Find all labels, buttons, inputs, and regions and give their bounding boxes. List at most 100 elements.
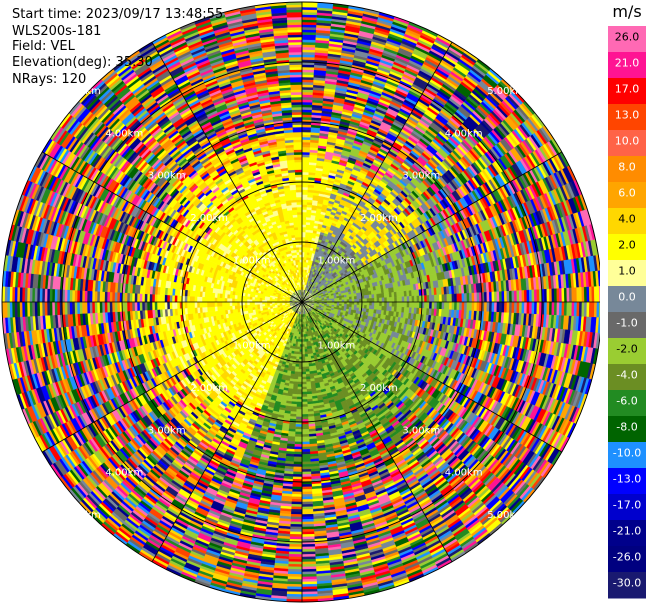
- velocity-gate-cell: [466, 301, 473, 312]
- velocity-gate-cell: [301, 1, 318, 8]
- velocity-gate-cell: [376, 297, 380, 303]
- velocity-gate-cell: [394, 296, 398, 303]
- velocity-gate-cell: [401, 296, 405, 303]
- velocity-gate-cell: [301, 129, 312, 133]
- velocity-gate-cell: [301, 156, 310, 173]
- velocity-gate-cell: [429, 301, 433, 310]
- velocity-gate-cell: [576, 287, 583, 303]
- velocity-gate-cell: [301, 136, 311, 140]
- velocity-gate-cell: [353, 296, 358, 300]
- velocity-gate-cell: [451, 293, 455, 303]
- velocity-gate-cell: [409, 301, 420, 309]
- velocity-gate-cell: [424, 295, 428, 303]
- velocity-gate-cell: [411, 289, 420, 297]
- velocity-gate-cell: [301, 174, 309, 188]
- velocity-gate-cell: [354, 298, 360, 303]
- velocity-gate-cell: [301, 126, 312, 130]
- velocity-gate-cell: [307, 191, 314, 198]
- velocity-gate-cell: [301, 189, 309, 195]
- velocity-gate-cell: [396, 296, 403, 303]
- velocity-gate-cell: [356, 301, 360, 306]
- velocity-gate-cell: [301, 146, 311, 153]
- velocity-gate-cell: [381, 305, 388, 312]
- velocity-gate-cell: [469, 292, 473, 303]
- ppi-plot: 1.00km1.00km1.00km1.00km2.00km2.00km2.00…: [1, 1, 600, 603]
- velocity-gate-cell: [301, 134, 312, 138]
- velocity-gate-cell: [444, 294, 448, 303]
- velocity-gate-cell: [466, 292, 470, 303]
- velocity-gate-cell: [301, 244, 306, 248]
- velocity-gate-cell: [354, 301, 358, 306]
- velocity-gate-cell: [439, 301, 443, 310]
- velocity-gate-cell: [451, 301, 455, 311]
- velocity-gate-cell: [391, 301, 398, 308]
- velocity-gate-cell: [301, 131, 312, 135]
- velocity-gate-cell: [411, 295, 415, 303]
- velocity-gate-cell: [308, 164, 317, 173]
- velocity-gate-cell: [441, 301, 445, 310]
- velocity-gate-cell: [566, 301, 573, 317]
- velocity-gate-cell: [301, 236, 306, 245]
- velocity-gate-cell: [311, 199, 319, 206]
- velocity-gate-cell: [444, 301, 450, 310]
- velocity-gate-cell: [371, 301, 375, 307]
- velocity-gate-cell: [406, 296, 410, 303]
- velocity-gate-cell: [436, 301, 440, 310]
- velocity-gate-cell: [474, 292, 478, 303]
- velocity-gate-cell: [446, 293, 453, 303]
- velocity-gate-cell: [301, 186, 309, 190]
- velocity-gate-cell: [476, 301, 480, 312]
- velocity-gate-cell: [456, 301, 460, 311]
- velocity-gate-cell: [301, 224, 307, 228]
- velocity-gate-cell: [384, 297, 388, 303]
- velocity-gate-cell: [301, 139, 311, 143]
- velocity-gate-cell: [381, 301, 385, 307]
- velocity-gate-cell: [301, 199, 308, 205]
- velocity-gate-cell: [301, 231, 306, 238]
- velocity-gate-cell: [301, 206, 308, 210]
- velocity-gate-cell: [309, 141, 319, 149]
- velocity-gate-cell: [386, 296, 395, 303]
- velocity-gate-cell: [434, 294, 440, 303]
- velocity-gate-cell: [593, 286, 600, 303]
- velocity-gate-cell: [434, 301, 438, 310]
- velocity-gate-cell: [403, 307, 410, 314]
- velocity-gate-cell: [396, 301, 408, 308]
- velocity-gate-cell: [404, 296, 408, 303]
- velocity-gate-cell: [424, 301, 430, 309]
- velocity-gate-cell: [416, 295, 420, 303]
- velocity-gate-cell: [388, 287, 395, 294]
- velocity-gate-cell: [454, 301, 458, 311]
- velocity-gate-cell: [312, 194, 320, 202]
- velocity-gate-cell: [406, 301, 410, 308]
- velocity-gate-cell: [381, 297, 385, 303]
- velocity-gate-cell: [414, 295, 418, 303]
- velocity-gate-cell: [461, 293, 465, 303]
- velocity-gate-cell: [588, 301, 595, 318]
- velocity-gate-cell: [379, 301, 383, 307]
- velocity-gate-cell: [301, 171, 310, 175]
- velocity-gate-cell: [459, 301, 463, 311]
- velocity-gate-cell: [449, 301, 453, 311]
- velocity-gate-cell: [363, 294, 370, 299]
- velocity-gate-cell: [386, 306, 393, 312]
- velocity-gate-cell: [396, 306, 403, 313]
- velocity-gate-cell: [402, 312, 410, 320]
- velocity-gate-cell: [356, 295, 363, 300]
- velocity-gate-cell: [426, 295, 430, 303]
- velocity-gate-cell: [464, 293, 468, 303]
- velocity-gate-cell: [386, 301, 390, 307]
- velocity-gate-cell: [476, 292, 480, 303]
- velocity-gate-cell: [409, 295, 413, 303]
- velocity-gate-cell: [301, 194, 308, 200]
- velocity-gate-cell: [471, 301, 475, 312]
- velocity-gate-cell: [374, 297, 378, 303]
- velocity-gate-cell: [301, 34, 317, 41]
- velocity-gate-cell: [366, 297, 375, 303]
- velocity-gate-cell: [305, 224, 311, 231]
- velocity-gate-cell: [318, 137, 329, 147]
- velocity-gate-cell: [348, 296, 353, 300]
- velocity-gate-cell: [396, 291, 405, 298]
- velocity-gate-cell: [436, 287, 443, 296]
- velocity-gate-cell: [353, 304, 358, 308]
